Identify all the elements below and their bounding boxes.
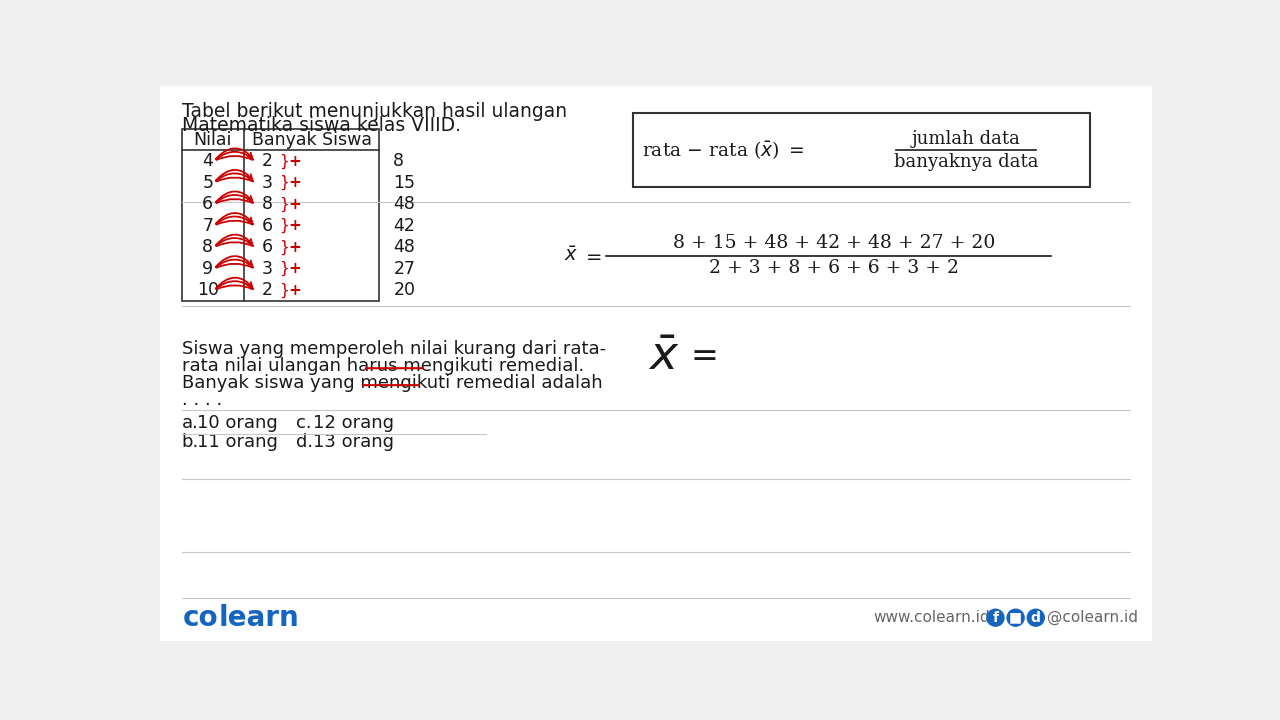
Text: jumlah data: jumlah data (911, 130, 1020, 148)
Text: }: } (279, 218, 289, 233)
Text: +: + (288, 175, 301, 190)
Text: ■: ■ (1009, 611, 1023, 625)
Text: 15: 15 (393, 174, 415, 192)
FancyArrowPatch shape (216, 213, 252, 224)
Text: 48: 48 (393, 195, 415, 213)
Text: }: } (279, 283, 289, 298)
Text: +: + (288, 261, 301, 276)
Circle shape (1007, 609, 1024, 626)
FancyArrowPatch shape (216, 242, 253, 246)
Text: rata nilai ulangan harus mengikuti remedial.: rata nilai ulangan harus mengikuti remed… (182, 357, 584, 375)
Text: rata $-$ rata ($\bar{x}$) $=$: rata $-$ rata ($\bar{x}$) $=$ (643, 139, 804, 161)
Text: 12 orang: 12 orang (314, 415, 394, 433)
Bar (182, 129, 379, 301)
Text: +: + (288, 197, 301, 212)
Text: 11 orang: 11 orang (197, 433, 278, 451)
Text: 10 orang: 10 orang (197, 415, 278, 433)
Text: co: co (183, 603, 219, 631)
FancyArrowPatch shape (216, 278, 252, 288)
FancyArrowPatch shape (216, 174, 253, 181)
FancyArrowPatch shape (216, 156, 253, 160)
FancyArrowPatch shape (216, 195, 253, 202)
FancyArrowPatch shape (216, 220, 253, 225)
Text: $\bar{x}$: $\bar{x}$ (648, 334, 680, 380)
Text: +: + (288, 153, 301, 168)
Text: d: d (1030, 611, 1041, 625)
Text: 27: 27 (393, 260, 415, 278)
FancyArrowPatch shape (216, 235, 252, 246)
FancyArrowPatch shape (216, 170, 252, 181)
Text: 2 + 3 + 8 + 6 + 6 + 3 + 2: 2 + 3 + 8 + 6 + 6 + 3 + 2 (709, 259, 959, 277)
FancyArrowPatch shape (216, 260, 253, 267)
Text: +: + (288, 283, 301, 298)
Text: a.: a. (182, 415, 198, 433)
Text: learn: learn (219, 603, 300, 631)
Text: 6: 6 (202, 195, 214, 213)
Text: Nilai: Nilai (193, 130, 232, 148)
Text: 20: 20 (393, 282, 415, 300)
Text: 6: 6 (261, 238, 273, 256)
Circle shape (987, 609, 1004, 626)
Text: Siswa yang memperoleh nilai kurang dari rata-: Siswa yang memperoleh nilai kurang dari … (182, 341, 605, 359)
Text: }: } (279, 175, 289, 190)
Text: 9: 9 (202, 260, 214, 278)
Text: banyaknya data: banyaknya data (893, 153, 1038, 171)
Text: f: f (992, 611, 998, 625)
Text: }: } (279, 261, 289, 276)
FancyArrowPatch shape (216, 256, 252, 267)
Text: 6: 6 (261, 217, 273, 235)
Text: 13 orang: 13 orang (314, 433, 394, 451)
Text: 8: 8 (393, 152, 404, 170)
Text: Banyak siswa yang mengikuti remedial adalah: Banyak siswa yang mengikuti remedial ada… (182, 374, 603, 392)
Text: 4: 4 (202, 152, 214, 170)
Text: www.colearn.id: www.colearn.id (873, 611, 989, 625)
Text: d.: d. (296, 433, 312, 451)
Text: Tabel berikut menunjukkan hasil ulangan: Tabel berikut menunjukkan hasil ulangan (182, 102, 567, 121)
Text: Banyak Siswa: Banyak Siswa (251, 130, 371, 148)
Text: 7: 7 (202, 217, 214, 235)
FancyArrowPatch shape (216, 281, 253, 289)
Text: 8: 8 (261, 195, 273, 213)
FancyArrowPatch shape (216, 148, 252, 159)
Text: 8: 8 (202, 238, 214, 256)
Text: 3: 3 (261, 260, 273, 278)
FancyArrowPatch shape (216, 217, 253, 224)
Text: 3: 3 (261, 174, 273, 192)
Text: =: = (691, 341, 719, 374)
Text: $=$: $=$ (582, 247, 603, 265)
Text: 8 + 15 + 48 + 42 + 48 + 27 + 20: 8 + 15 + 48 + 42 + 48 + 27 + 20 (673, 235, 996, 253)
Text: 48: 48 (393, 238, 415, 256)
Text: c.: c. (296, 415, 311, 433)
Text: b.: b. (182, 433, 198, 451)
Text: 2: 2 (261, 152, 273, 170)
Text: @colearn.id: @colearn.id (1047, 610, 1138, 625)
Text: }: } (279, 197, 289, 212)
Text: Matematika siswa kelas VIIID.: Matematika siswa kelas VIIID. (182, 116, 461, 135)
Text: +: + (288, 218, 301, 233)
FancyArrowPatch shape (216, 152, 253, 159)
FancyArrowPatch shape (216, 199, 253, 203)
FancyArrowPatch shape (216, 192, 252, 202)
FancyArrowPatch shape (216, 238, 253, 246)
FancyArrowPatch shape (216, 285, 253, 289)
Text: 2: 2 (261, 282, 273, 300)
Text: $\bar{x}$: $\bar{x}$ (564, 246, 579, 265)
Text: . . . .: . . . . (182, 391, 221, 409)
Text: }: } (279, 153, 289, 168)
Text: }: } (279, 240, 289, 255)
Text: +: + (288, 240, 301, 255)
Bar (632, 113, 1091, 186)
FancyArrowPatch shape (216, 177, 253, 181)
Text: 5: 5 (202, 174, 214, 192)
Text: 42: 42 (393, 217, 415, 235)
Circle shape (1028, 609, 1044, 626)
FancyArrowPatch shape (216, 264, 253, 268)
Text: 10: 10 (197, 282, 219, 300)
